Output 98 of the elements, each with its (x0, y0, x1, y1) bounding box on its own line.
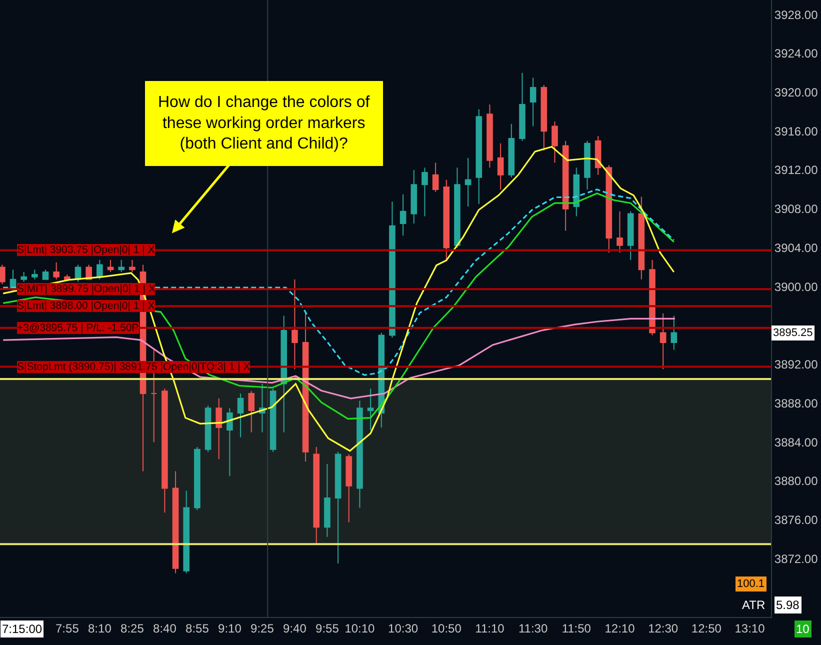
y-tick-label: 3892.00 (774, 358, 818, 372)
candlestick (204, 405, 212, 452)
candlestick (573, 167, 580, 217)
candlestick (324, 463, 330, 538)
candlestick (280, 315, 288, 433)
candlestick (562, 140, 569, 232)
x-tick-label: 8:25 (120, 621, 144, 636)
annotation: 100.1 (737, 578, 765, 590)
candlestick (454, 167, 460, 248)
y-tick-label: 3908.00 (774, 202, 818, 216)
x-tick-label: 11:50 (562, 621, 592, 636)
text: 10 (796, 622, 810, 636)
y-tick-label: 3924.00 (774, 46, 818, 61)
x-tick-label: 11:30 (518, 621, 548, 636)
y-tick-label: 3928.00 (774, 8, 818, 22)
x-tick-label: 9:10 (218, 621, 242, 636)
candlestick (292, 278, 298, 370)
x-tick-label: 9:40 (283, 621, 307, 636)
candlestick (162, 388, 168, 514)
x-tick-label: 8:55 (186, 621, 210, 636)
candlestick (0, 264, 6, 285)
candlestick (248, 390, 255, 433)
candlestick (270, 388, 276, 452)
candlestick (464, 157, 472, 207)
ref-line-label: S|Lmt| 3903.75 |Open|0| 1 | X (17, 244, 155, 256)
ref-line-label: +3@3895.75 | P/L: -1.50P (17, 322, 139, 334)
y-tick-label: 3888.00 (774, 396, 818, 410)
x-tick-label: 9:25 (250, 621, 274, 636)
y-tick-label: 3872.00 (774, 552, 818, 566)
candlestick (519, 72, 526, 142)
candlestick (118, 259, 124, 273)
candlestick (670, 315, 678, 350)
x-tick-label: 11:10 (475, 621, 505, 636)
candlestick (530, 77, 536, 127)
ref-line-label: S|StopLmt (3890.75)| 3891.75 |Open|0|TQ:3| 1 | X (17, 361, 250, 373)
annotation: 3895.25 (773, 327, 813, 339)
y-tick-label: 3912.00 (774, 163, 818, 178)
candlestick (53, 262, 60, 280)
candlestick (508, 123, 515, 178)
candlestick (42, 269, 49, 280)
candlestick (540, 84, 548, 152)
y-tick-label: 3884.00 (774, 435, 818, 450)
line-series (2, 318, 676, 400)
candlestick (400, 194, 406, 236)
candlestick (660, 312, 666, 370)
candlestick (497, 142, 504, 190)
candlestick (627, 210, 634, 260)
y-tick-label: 3876.00 (774, 513, 818, 528)
candlestick (96, 259, 103, 280)
candlestick (432, 162, 439, 192)
ref-line-label: S|MIT| 3899.75 |Open|0| 1 | X (17, 283, 156, 295)
candlestick (194, 446, 200, 511)
candlestick (616, 210, 623, 254)
x-tick-label: 12:30 (648, 621, 678, 636)
candlestick (367, 388, 374, 430)
x-tick-label: 10:30 (388, 621, 418, 636)
candlestick (584, 140, 590, 190)
candlestick (20, 272, 27, 282)
x-tick-label: 13:10 (734, 621, 766, 636)
candlestick (107, 259, 114, 273)
annotation: How do I change the colors of these working order markers (both Client and Child)? (158, 94, 370, 153)
candlestick (334, 451, 342, 564)
candlestick (32, 269, 38, 280)
y-tick-label: 3916.00 (774, 124, 818, 138)
candlestick (410, 170, 418, 224)
candlestick (476, 108, 482, 205)
x-tick-label: 10:10 (344, 621, 376, 636)
candlestick (216, 398, 222, 460)
x-tick-label: 10:50 (431, 621, 462, 636)
annotation: ATR (742, 598, 766, 612)
candlestick (638, 196, 645, 280)
candlestick (422, 167, 428, 217)
candlestick (486, 104, 493, 168)
candlestick (237, 393, 244, 438)
candlestick (226, 408, 233, 477)
text: 7:15:00 (2, 622, 42, 636)
text: 5.98 (776, 598, 800, 612)
candlestick (172, 470, 179, 574)
y-tick-label: 3880.00 (774, 474, 818, 488)
candlestick (129, 259, 136, 273)
candlestick (356, 400, 363, 508)
x-tick-label: 12:50 (691, 621, 722, 636)
y-tick-label: 3920.00 (774, 86, 818, 100)
x-tick-label: 12:10 (604, 621, 636, 636)
line-series (2, 192, 675, 420)
x-tick-label: 7:55 (56, 621, 80, 636)
ref-line-label: S|Lmt| 3898.00 |Open|0| 1 | X (17, 300, 155, 312)
x-tick-label: 8:40 (153, 621, 177, 636)
candlestick (313, 446, 320, 545)
x-tick-label: 8:10 (88, 621, 112, 636)
y-tick-label: 3900.00 (774, 280, 818, 294)
candlestick (183, 490, 190, 574)
x-tick-label: 9:55 (316, 621, 340, 636)
y-tick-label: 3904.00 (774, 240, 818, 255)
candlestick (552, 120, 558, 164)
candlestick (443, 179, 450, 260)
candlestick (389, 201, 396, 338)
candlestick (346, 454, 352, 523)
